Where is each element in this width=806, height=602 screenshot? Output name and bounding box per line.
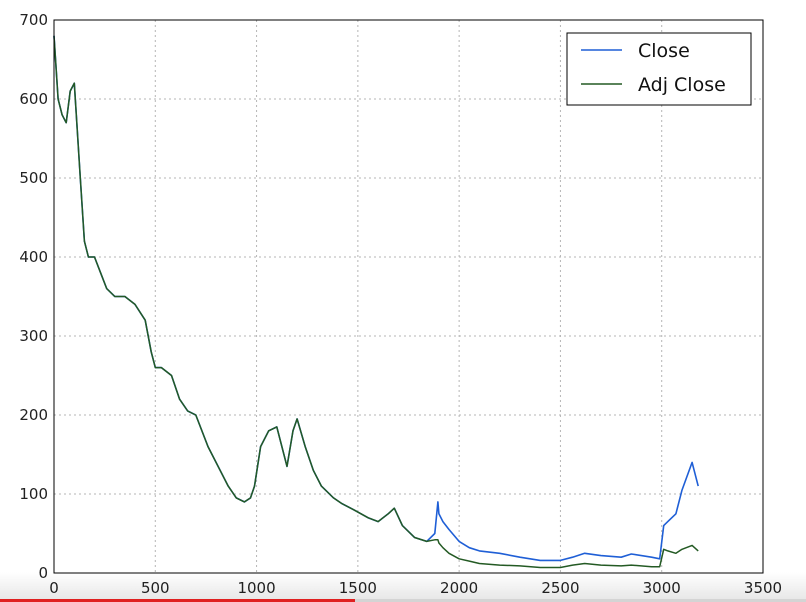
progress-fill <box>0 599 355 602</box>
y-tick-label: 400 <box>19 248 48 266</box>
y-tick-label: 500 <box>19 169 48 187</box>
series-lines <box>53 35 699 569</box>
legend-label-close: Close <box>638 40 690 62</box>
x-tick-label: 2500 <box>541 579 579 597</box>
legend-box <box>566 32 752 106</box>
x-tick-label: 3000 <box>643 579 681 597</box>
x-tick-label: 2000 <box>440 579 478 597</box>
y-tick-label: 600 <box>19 90 48 108</box>
tick-labels: 0 500 1000 1500 2000 2500 3000 3500 0 100 200 300 40… <box>19 11 782 597</box>
y-tick-label: 100 <box>19 485 48 503</box>
x-tick-label: 1500 <box>339 579 377 597</box>
y-tick-label: 200 <box>19 406 48 424</box>
y-tick-label: 300 <box>19 327 48 345</box>
x-tick-label: 1000 <box>237 579 275 597</box>
legend-label-adj-close: Adj Close <box>638 74 726 96</box>
x-tick-label: 0 <box>49 579 59 597</box>
y-tick-label: 0 <box>38 564 48 582</box>
series-line-adj-close <box>53 35 699 569</box>
x-tick-label: 500 <box>141 579 170 597</box>
plot-frame <box>53 19 764 574</box>
progress-track[interactable] <box>0 599 806 602</box>
series-line-close <box>53 35 699 562</box>
x-tick-label: 3500 <box>744 579 782 597</box>
y-tick-label: 700 <box>19 11 48 29</box>
legend: Close Adj Close <box>566 32 752 106</box>
video-controls-shade <box>0 572 806 602</box>
